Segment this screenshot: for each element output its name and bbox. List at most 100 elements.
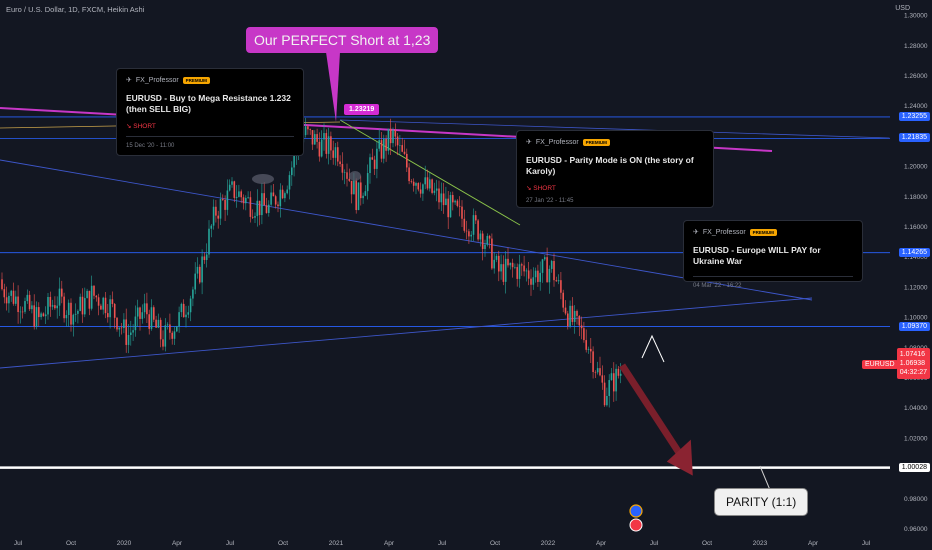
- candle-body: [327, 136, 330, 154]
- candle-body: [171, 332, 173, 339]
- candle-body: [557, 280, 560, 282]
- candle-body: [70, 302, 72, 325]
- time-tick-label: 2021: [329, 540, 344, 547]
- candle-body: [192, 289, 194, 299]
- level-price-tag: 1.23255: [898, 111, 930, 121]
- eurusd-price: 1.07416: [899, 351, 926, 358]
- candle-body: [514, 267, 516, 268]
- candle-body: [238, 191, 240, 197]
- candle-body: [141, 312, 144, 319]
- candle-body: [63, 296, 65, 319]
- pin-icon: ✈: [126, 77, 132, 84]
- candle-body: [180, 303, 183, 313]
- candle-body: [74, 313, 77, 315]
- candle-body: [507, 258, 509, 266]
- candle-body: [33, 305, 35, 327]
- candle-body: [509, 262, 512, 266]
- candle-body: [5, 297, 8, 304]
- candle-body: [364, 191, 367, 196]
- candle-body: [548, 268, 551, 283]
- candle-body: [86, 290, 88, 299]
- candle-body: [339, 161, 341, 165]
- candle-body: [240, 191, 242, 198]
- candle-body: [130, 332, 132, 335]
- candle-body: [263, 193, 265, 206]
- candle-body: [486, 235, 489, 245]
- candle-body: [346, 172, 348, 179]
- premium-badge: PREMIUM: [182, 76, 210, 84]
- candle-body: [153, 307, 155, 320]
- candle-body: [562, 292, 564, 308]
- candle-body: [475, 215, 477, 221]
- candle-body: [550, 261, 553, 269]
- candle-body: [511, 262, 514, 268]
- candle-body: [410, 181, 413, 182]
- candle-body: [111, 299, 114, 304]
- parity-label: PARITY (1:1): [714, 488, 809, 516]
- candle-body: [44, 314, 47, 317]
- candle-body: [500, 264, 502, 272]
- idea-title: EURUSD - Buy to Mega Resistance 1.232 (t…: [126, 93, 291, 115]
- price-tick-label: 1.28000: [904, 43, 928, 50]
- candle-body: [544, 257, 546, 260]
- idea-card-3[interactable]: ✈ FX_Professor PREMIUM EURUSD - Europe WIL…: [683, 220, 863, 289]
- candle-body: [95, 295, 98, 298]
- candle-body: [502, 264, 505, 282]
- candle-body: [219, 199, 222, 219]
- candle-body: [380, 140, 383, 159]
- candle-body: [590, 348, 592, 352]
- candle-body: [176, 326, 178, 332]
- candle-body: [389, 128, 392, 144]
- candle-body: [539, 272, 541, 282]
- candle-body: [488, 235, 491, 239]
- idea-card-1[interactable]: ✈ FX_Professor PREMIUM EURUSD - Buy to Meg…: [116, 68, 304, 156]
- candle-body: [182, 303, 185, 318]
- candle-body: [433, 190, 436, 193]
- candle-body: [258, 200, 261, 216]
- candle-body: [102, 297, 104, 310]
- event-icon: [629, 518, 643, 532]
- candle-body: [470, 234, 472, 237]
- candle-body: [463, 218, 466, 231]
- candle-body: [477, 220, 479, 240]
- candle-body: [226, 190, 229, 210]
- candle-body: [49, 296, 52, 307]
- candle-body: [109, 299, 111, 318]
- candle-body: [196, 266, 199, 274]
- candle-body: [546, 257, 548, 283]
- candle-body: [116, 317, 118, 330]
- idea-card-2[interactable]: ✈ FX_Professor PREMIUM EURUSD - Parity Mod…: [516, 130, 714, 208]
- candle-body: [355, 180, 357, 211]
- candle-body: [369, 157, 371, 174]
- candle-body: [465, 230, 468, 232]
- candle-body: [617, 368, 620, 376]
- candle-body: [81, 296, 84, 315]
- candle-body: [527, 270, 530, 279]
- candle-body: [406, 153, 408, 168]
- premium-badge: PREMIUM: [749, 228, 777, 236]
- candle-body: [576, 310, 578, 316]
- candle-body: [245, 197, 247, 204]
- time-tick-label: 2022: [541, 540, 556, 547]
- candle-body: [553, 261, 555, 281]
- price-tick-label: 1.24000: [904, 103, 928, 110]
- price-tick-label: 1.30000: [904, 13, 928, 20]
- candle-body: [132, 330, 134, 333]
- candle-body: [337, 147, 339, 162]
- candle-body: [530, 278, 532, 285]
- candle-body: [504, 258, 507, 282]
- projection-arrow-shaft: [619, 363, 688, 464]
- candle-body: [438, 188, 440, 203]
- parity-pointer: [759, 465, 780, 491]
- candle-body: [341, 164, 344, 173]
- candle-body: [362, 195, 364, 199]
- candle-body: [217, 215, 219, 219]
- candle-body: [210, 225, 213, 229]
- price-tick-label: 1.10000: [904, 315, 928, 322]
- candle-body: [164, 325, 167, 347]
- candle-body: [396, 136, 399, 146]
- candle-body: [325, 133, 328, 154]
- candle-body: [215, 206, 217, 216]
- candle-body: [123, 319, 125, 329]
- candle-body: [348, 178, 351, 181]
